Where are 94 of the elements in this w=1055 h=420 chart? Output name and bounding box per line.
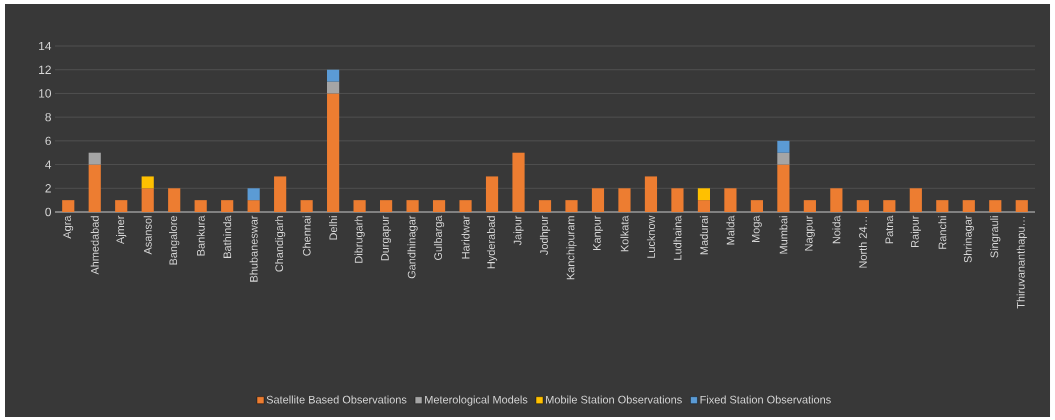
bar [697, 200, 711, 212]
x-tick-label: Bhubaneswar [249, 215, 258, 282]
x-tick-label: Singrauli [990, 216, 1001, 258]
x-tick-label: Agra [63, 215, 74, 239]
x-tick-label: Dibrugarh [354, 216, 365, 263]
bar [644, 176, 658, 212]
x-tick-label: Kanchipuram [566, 216, 577, 280]
bar [936, 200, 949, 212]
bar [115, 200, 128, 212]
x-tick-label: Jodhpur [539, 215, 551, 255]
bar [1015, 200, 1028, 212]
bar [194, 200, 207, 212]
bar [777, 152, 790, 165]
bar [538, 200, 552, 212]
x-tick-label: Lucknow [646, 215, 655, 258]
x-tick-label: Malda [726, 215, 735, 245]
bar [989, 200, 1002, 212]
bar [379, 200, 393, 212]
y-tick-label: 8 [45, 112, 51, 122]
y-tick-label: 2 [45, 184, 51, 193]
x-tick-label: Hyderabad [486, 216, 498, 269]
x-tick-label: North 24… [858, 217, 867, 268]
bar [353, 200, 366, 212]
legend-label: Mobile Station Observations [546, 395, 682, 404]
x-tick-label: Asansol [143, 216, 152, 255]
x-tick-label: Bathinda [223, 215, 232, 258]
y-tick-label: 12 [39, 65, 51, 74]
x-tick-label: Raipur [910, 215, 921, 247]
bar [88, 164, 101, 212]
x-tick-label: Bangalore [169, 216, 180, 265]
x-tick-label: Mumbai [779, 216, 788, 254]
x-tick-label: Gandhinagar [407, 215, 418, 279]
x-tick-label: Chennai [302, 216, 311, 256]
bar [485, 176, 499, 212]
y-tick-label: 4 [45, 160, 52, 169]
x-tick-label: Gulbarga [433, 215, 445, 261]
y-tick-label: 14 [39, 41, 52, 51]
x-tick-label: Delhi [329, 216, 338, 240]
legend-label: Meterological Models [425, 395, 528, 406]
x-tick-label: Ludhaina [673, 215, 682, 260]
bar [909, 188, 922, 212]
x-tick-label: Kanpur [593, 215, 603, 250]
x-tick-label: Haridwar [461, 215, 470, 259]
bar [274, 176, 287, 212]
bar [432, 200, 446, 212]
x-tick-label: Nagpur [804, 215, 815, 251]
y-tick-label: 0 [45, 207, 52, 217]
bar [247, 200, 260, 212]
bar [221, 200, 234, 212]
x-tick-label: Chandigarh [275, 216, 286, 272]
bar [777, 140, 790, 153]
legend-label: Satellite Based Observations [266, 395, 407, 404]
bar [247, 188, 260, 201]
bar [62, 200, 75, 212]
y-tick-label: 10 [39, 89, 52, 98]
bar [300, 200, 313, 212]
bar [962, 200, 975, 212]
bar [88, 152, 101, 165]
bar [618, 188, 631, 212]
bar [512, 152, 525, 212]
bar [168, 188, 181, 212]
bar [406, 200, 419, 212]
bar [883, 200, 896, 212]
x-tick-label: Kolkata [620, 215, 629, 252]
bar [697, 188, 711, 201]
bar [803, 200, 816, 212]
x-tick-label: Madurai [699, 216, 708, 255]
bar [830, 188, 843, 212]
x-tick-label: Ahmedabad [90, 216, 99, 275]
x-tick-label: Bankura [196, 215, 205, 256]
bar [565, 200, 578, 212]
x-tick-label: Jaipur [513, 215, 524, 246]
x-tick-label: Thiruvananthapu… [1016, 217, 1027, 309]
bar [141, 188, 154, 212]
bar [671, 188, 684, 212]
bar [750, 200, 763, 212]
bar [591, 188, 605, 212]
x-tick-label: Ajmer [116, 215, 127, 245]
bar [327, 69, 340, 82]
bar [327, 93, 340, 212]
legend-label: Fixed Station Observations [700, 395, 831, 404]
bar [777, 164, 790, 212]
bar [459, 200, 472, 212]
bar [724, 188, 737, 212]
bar [856, 200, 869, 212]
x-tick-label: Moga [752, 215, 762, 243]
x-tick-label: Shrinagar [963, 215, 974, 263]
x-tick-label: Durgapur [381, 215, 391, 261]
x-tick-label: Ranchi [938, 216, 947, 249]
y-tick-label: 6 [45, 136, 51, 146]
x-tick-label: Noida [832, 215, 841, 244]
bar [141, 176, 154, 189]
x-tick-label: Patna [885, 215, 894, 244]
bar [327, 81, 340, 94]
